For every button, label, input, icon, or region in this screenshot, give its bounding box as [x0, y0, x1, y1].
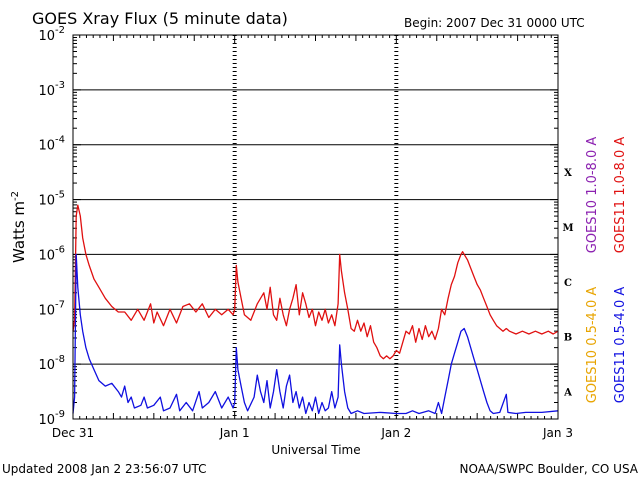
legend-label: GOES11 1.0-8.0 A — [613, 137, 628, 254]
y-axis-label-text: Watts m — [10, 201, 28, 263]
begin-label: Begin: 2007 Dec 31 0000 UTC — [404, 16, 585, 30]
legend-label: GOES10 1.0-8.0 A — [585, 137, 600, 254]
legend-label: GOES11 0.5-4.0 A — [613, 287, 628, 404]
legend-label: GOES10 0.5-4.0 A — [585, 287, 600, 404]
flare-class-B: B — [564, 333, 572, 344]
flare-class-M: M — [562, 223, 573, 234]
x-tick-label: Dec 31 — [52, 426, 94, 440]
y-tick-label: 10-5 — [38, 190, 65, 209]
legend-item: GOES10 0.5-4.0 A — [585, 287, 600, 404]
y-tick-label: 10-2 — [38, 25, 65, 44]
legend-item: GOES10 1.0-8.0 A — [585, 137, 600, 254]
y-axis-ticks: 10-2 10-3 10-4 10-5 10-6 10-7 10-8 10-9 — [38, 25, 558, 428]
y-tick-label: 10-3 — [38, 80, 65, 99]
x-tick-label: Jan 2 — [380, 426, 411, 440]
y-tick-label: 10-8 — [38, 354, 65, 373]
x-tick-label: Jan 3 — [542, 426, 573, 440]
y-tick-label: 10-9 — [38, 409, 65, 428]
grid-lines — [73, 35, 558, 419]
y-tick-label: 10-7 — [38, 299, 65, 318]
legend: GOES10 1.0-8.0 A GOES11 1.0-8.0 A GOES10 0… — [585, 137, 628, 404]
x-tick-label: Jan 1 — [219, 426, 250, 440]
legend-item: GOES11 0.5-4.0 A — [613, 287, 628, 404]
series-line-goes11-0-5-4-0-a — [72, 253, 559, 415]
chart-title: GOES Xray Flux (5 minute data) — [32, 9, 288, 28]
y-tick-label: 10-6 — [38, 244, 65, 263]
y-axis-label: Watts m-2 — [10, 191, 28, 263]
svg-text:Watts m-2: Watts m-2 — [10, 191, 28, 263]
series-line-goes11-1-0-8-0-a — [72, 204, 559, 360]
flare-class-C: C — [564, 278, 572, 289]
x-axis-ticks: Dec 31 Jan 1 Jan 2 Jan 3 — [52, 35, 573, 440]
updated-timestamp: Updated 2008 Jan 2 23:56:07 UTC — [2, 462, 207, 476]
credit-label: NOAA/SWPC Boulder, CO USA — [460, 462, 639, 476]
flare-class-X: X — [564, 168, 572, 179]
x-axis-label: Universal Time — [271, 443, 360, 457]
y-axis-label-sup: -2 — [10, 191, 21, 201]
flare-class-labels: X M C B A — [562, 168, 573, 398]
series-lines — [72, 204, 559, 415]
flare-class-A: A — [563, 388, 572, 399]
plot-frame — [72, 34, 559, 420]
y-tick-label: 10-4 — [38, 135, 65, 154]
legend-item: GOES11 1.0-8.0 A — [613, 137, 628, 254]
